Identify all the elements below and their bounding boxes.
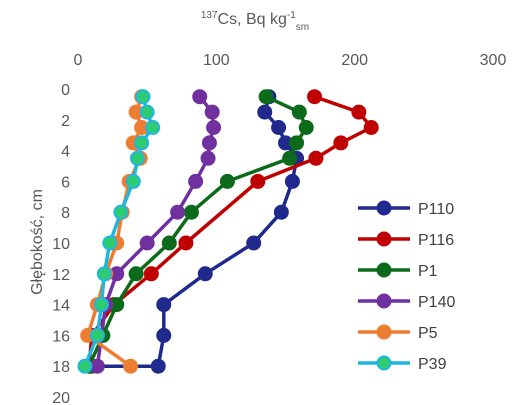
legend-label-p1: P1 [418, 263, 438, 280]
data-point-p1 [161, 235, 177, 251]
data-point-p39 [134, 135, 150, 151]
y-tick-label: 10 [52, 236, 70, 253]
y-tick-label: 14 [52, 298, 70, 315]
data-point-p116 [351, 104, 367, 120]
legend-marker-p140 [376, 293, 392, 309]
y-tick-label: 0 [61, 82, 70, 99]
plot-area [77, 89, 379, 374]
x-tick-label: 100 [203, 52, 230, 69]
legend-label-p39: P39 [418, 356, 447, 373]
data-point-p1 [219, 173, 235, 189]
legend-label-p110: P110 [418, 201, 454, 218]
data-point-p110 [257, 104, 273, 120]
data-point-p39 [89, 327, 105, 343]
data-point-p140 [170, 204, 186, 220]
data-point-p140 [204, 104, 220, 120]
legend-marker-p39 [376, 355, 392, 371]
legend: P110 P116 P1 P140 P5 P39 [358, 200, 455, 373]
x-tick-label: 0 [74, 52, 83, 69]
y-tick-labels: 0 2 4 6 8 10 12 14 16 18 20 [52, 82, 70, 405]
data-point-p116 [333, 135, 349, 151]
x-tick-label: 300 [480, 52, 507, 69]
data-point-p1 [291, 104, 307, 120]
data-point-p1 [298, 120, 314, 135]
data-point-p116 [363, 120, 379, 135]
data-point-p110 [284, 173, 300, 189]
data-point-p39 [77, 358, 93, 374]
data-point-p140 [139, 235, 155, 251]
legend-marker-p1 [376, 262, 392, 278]
legend-label-p140: P140 [418, 294, 455, 311]
y-tick-label: 2 [61, 113, 70, 130]
series-line-p110 [91, 96, 299, 368]
data-point-p39 [139, 104, 155, 120]
y-tick-label: 20 [52, 390, 70, 405]
legend-label-p116: P116 [418, 232, 454, 249]
data-point-p116 [143, 266, 159, 282]
data-point-p1 [183, 204, 199, 220]
data-point-p140 [206, 120, 222, 135]
data-point-p39 [145, 120, 161, 135]
x-axis-title-sup-mass: 137 [201, 10, 218, 21]
legend-marker-p110 [376, 200, 392, 216]
legend-marker-p5 [376, 324, 392, 340]
data-point-p140 [201, 135, 217, 151]
data-point-p116 [178, 235, 194, 251]
x-axis-title-sup-exp: -1 [287, 10, 296, 21]
x-axis-title-sub: sm [296, 22, 309, 33]
data-point-p110 [156, 297, 172, 313]
legend-label-p5: P5 [418, 325, 438, 342]
x-tick-label: 200 [341, 52, 368, 69]
data-point-p110 [150, 358, 166, 374]
data-point-p5 [123, 358, 139, 374]
data-point-p39 [135, 89, 151, 105]
data-point-p140 [89, 358, 105, 374]
data-point-p39 [96, 266, 112, 282]
x-axis-title-base: Cs, Bq kg [218, 11, 287, 28]
y-tick-label: 4 [61, 144, 70, 161]
data-point-p110 [156, 327, 172, 343]
x-axis-title: 137Cs, Bq kg-1sm [201, 10, 309, 33]
data-point-p140 [188, 173, 204, 189]
data-point-p110 [271, 120, 287, 135]
y-axis-title: Głębokość, cm [29, 189, 46, 295]
data-point-p1 [128, 266, 144, 282]
y-tick-label: 18 [52, 359, 70, 376]
data-point-p116 [250, 173, 266, 189]
data-point-p140 [192, 89, 208, 105]
data-point-p1 [289, 135, 305, 151]
y-tick-label: 6 [61, 174, 70, 191]
data-point-p116 [307, 89, 323, 105]
data-point-p110 [273, 204, 289, 220]
data-point-p1 [282, 150, 298, 166]
data-point-p110 [246, 235, 262, 251]
x-tick-labels: 0 100 200 300 [74, 52, 507, 69]
data-point-p110 [197, 266, 213, 282]
y-tick-label: 8 [61, 205, 70, 222]
data-point-p39 [125, 173, 141, 189]
data-point-p39 [129, 150, 145, 166]
legend-marker-p116 [376, 231, 392, 247]
data-point-p39 [113, 204, 129, 220]
data-point-p140 [200, 150, 216, 166]
data-point-p116 [308, 150, 324, 166]
y-tick-label: 16 [52, 328, 70, 345]
y-tick-label: 12 [52, 267, 70, 284]
data-point-p39 [102, 235, 118, 251]
data-point-p39 [94, 297, 110, 313]
data-point-p1 [258, 89, 274, 105]
